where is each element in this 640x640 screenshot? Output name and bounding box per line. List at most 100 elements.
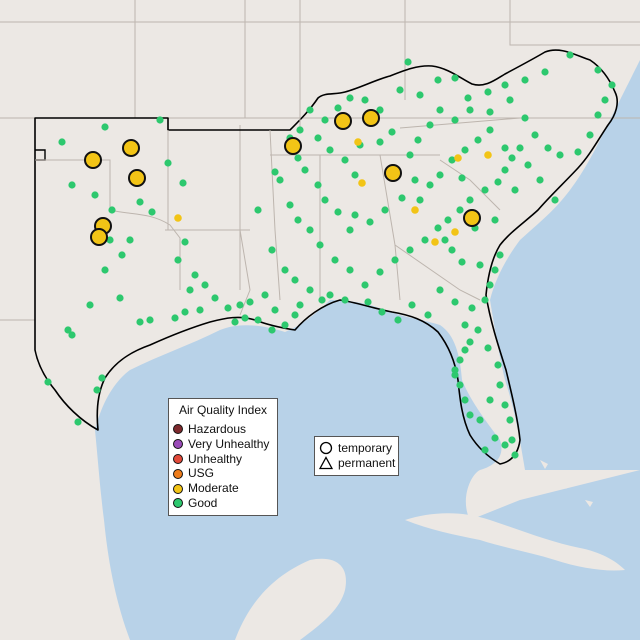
good-monitor-dot xyxy=(421,236,429,244)
good-monitor-dot xyxy=(179,179,187,187)
good-monitor-dot xyxy=(484,344,492,352)
good-monitor-dot xyxy=(524,161,532,169)
good-monitor-dot xyxy=(466,338,474,346)
good-monitor-dot xyxy=(86,301,94,309)
cuba xyxy=(405,513,625,571)
good-monitor-dot xyxy=(404,58,412,66)
good-monitor-dot xyxy=(334,104,342,112)
aqi-legend-label: Good xyxy=(188,495,218,510)
good-monitor-dot xyxy=(556,151,564,159)
moderate-temporary-monitor xyxy=(362,109,380,127)
good-monitor-dot xyxy=(276,176,284,184)
good-monitor-dot xyxy=(341,156,349,164)
good-monitor-dot xyxy=(136,198,144,206)
moderate-monitor-dot xyxy=(484,151,492,159)
good-monitor-dot xyxy=(414,136,422,144)
good-monitor-dot xyxy=(174,256,182,264)
aqi-legend: Air Quality Index Hazardous Very Unhealth… xyxy=(168,398,278,516)
good-monitor-dot xyxy=(68,331,76,339)
aqi-swatch xyxy=(173,483,183,494)
good-monitor-dot xyxy=(101,123,109,131)
good-monitor-dot xyxy=(434,224,442,232)
good-monitor-dot xyxy=(296,126,304,134)
good-monitor-dot xyxy=(521,76,529,84)
good-monitor-dot xyxy=(531,131,539,139)
good-monitor-dot xyxy=(426,121,434,129)
good-monitor-dot xyxy=(361,281,369,289)
good-monitor-dot xyxy=(318,296,326,304)
good-monitor-dot xyxy=(101,266,109,274)
good-monitor-dot xyxy=(271,168,279,176)
aqi-legend-item: USG xyxy=(169,466,277,481)
good-monitor-dot xyxy=(456,381,464,389)
good-monitor-dot xyxy=(361,96,369,104)
good-monitor-dot xyxy=(536,176,544,184)
good-monitor-dot xyxy=(224,304,232,312)
good-monitor-dot xyxy=(351,171,359,179)
shape-legend-item-permanent: permanent xyxy=(315,456,398,471)
good-monitor-dot xyxy=(391,256,399,264)
moderate-temporary-monitor xyxy=(122,139,140,157)
shape-legend-label: permanent xyxy=(338,455,396,470)
good-monitor-dot xyxy=(136,318,144,326)
good-monitor-dot xyxy=(294,154,302,162)
good-monitor-dot xyxy=(451,298,459,306)
good-monitor-dot xyxy=(474,136,482,144)
good-monitor-dot xyxy=(231,318,239,326)
good-monitor-dot xyxy=(516,144,524,152)
good-monitor-dot xyxy=(376,138,384,146)
good-monitor-dot xyxy=(126,236,134,244)
good-monitor-dot xyxy=(436,286,444,294)
good-monitor-dot xyxy=(306,226,314,234)
good-monitor-dot xyxy=(476,261,484,269)
good-monitor-dot xyxy=(306,106,314,114)
good-monitor-dot xyxy=(186,286,194,294)
good-monitor-dot xyxy=(146,316,154,324)
moderate-monitor-dot xyxy=(358,179,366,187)
aqi-swatch xyxy=(173,453,183,464)
good-monitor-dot xyxy=(306,286,314,294)
good-monitor-dot xyxy=(458,258,466,266)
good-monitor-dot xyxy=(456,206,464,214)
good-monitor-dot xyxy=(461,346,469,354)
good-monitor-dot xyxy=(171,314,179,322)
good-monitor-dot xyxy=(501,401,509,409)
good-monitor-dot xyxy=(364,298,372,306)
aqi-legend-label: Moderate xyxy=(188,481,239,496)
good-monitor-dot xyxy=(321,196,329,204)
good-monitor-dot xyxy=(331,256,339,264)
aqi-legend-label: USG xyxy=(188,466,215,481)
good-monitor-dot xyxy=(501,144,509,152)
triangle-outline-icon xyxy=(319,456,333,470)
yucatan xyxy=(235,558,346,640)
good-monitor-dot xyxy=(476,416,484,424)
good-monitor-dot xyxy=(164,159,172,167)
good-monitor-dot xyxy=(541,68,549,76)
good-monitor-dot xyxy=(236,301,244,309)
good-monitor-dot xyxy=(451,371,459,379)
good-monitor-dot xyxy=(491,266,499,274)
moderate-monitor-dot xyxy=(431,238,439,246)
good-monitor-dot xyxy=(466,196,474,204)
good-monitor-dot xyxy=(254,206,262,214)
highlighted-region-outline xyxy=(34,49,618,465)
good-monitor-dot xyxy=(508,436,516,444)
good-monitor-dot xyxy=(398,194,406,202)
good-monitor-dot xyxy=(494,361,502,369)
good-monitor-dot xyxy=(451,116,459,124)
moderate-temporary-monitor xyxy=(284,137,302,155)
good-monitor-dot xyxy=(271,306,279,314)
good-monitor-dot xyxy=(68,181,76,189)
aqi-legend-item: Very Unhealthy xyxy=(169,437,277,452)
good-monitor-dot xyxy=(314,134,322,142)
good-monitor-dot xyxy=(474,326,482,334)
aqi-legend-item: Hazardous xyxy=(169,422,277,437)
good-monitor-dot xyxy=(521,114,529,122)
moderate-temporary-monitor xyxy=(84,151,102,169)
good-monitor-dot xyxy=(106,236,114,244)
aqi-legend-item: Unhealthy xyxy=(169,452,277,467)
good-monitor-dot xyxy=(98,374,106,382)
good-monitor-dot xyxy=(301,166,309,174)
good-monitor-dot xyxy=(551,196,559,204)
